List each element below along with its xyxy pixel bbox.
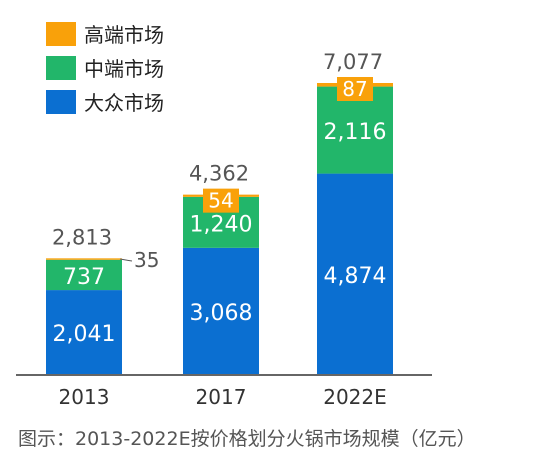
data-label: 3,068 [190,301,253,326]
data-label: 4,874 [324,264,387,289]
bar-segment [46,258,122,260]
x-axis-ticks: 2013 2017 2022E [59,385,387,409]
data-label: 35 [134,248,159,272]
bar-segment [46,290,122,374]
bar-segment [317,173,393,374]
x-tick-label: 2017 [196,385,247,409]
total-label: 4,362 [189,162,249,186]
data-label: 87 [342,77,367,101]
badge-background [203,188,239,213]
legend-label: 中端市场 [84,57,164,81]
x-tick-label: 2022E [323,385,387,409]
bar-segment [183,247,259,374]
bar-segment [46,259,122,291]
data-label: 737 [63,265,105,290]
data-label: 2,116 [324,120,387,145]
data-label: 54 [208,189,233,213]
x-tick-label: 2013 [59,385,110,409]
total-label: 2,813 [52,225,112,249]
badge-background [337,77,373,101]
legend-label: 高端市场 [84,23,164,47]
legend-swatch [46,90,76,114]
data-label: 1,240 [190,212,253,237]
legend-label: 大众市场 [84,91,164,115]
bar-segment [317,86,393,174]
legend-swatch [46,22,76,46]
leader-line [119,258,133,262]
chart-caption: 图示：2013-2022E按价格划分火锅市场规模（亿元） [18,428,476,450]
data-label: 2,041 [53,322,116,347]
legend-swatch [46,56,76,80]
total-label: 7,077 [323,50,383,74]
